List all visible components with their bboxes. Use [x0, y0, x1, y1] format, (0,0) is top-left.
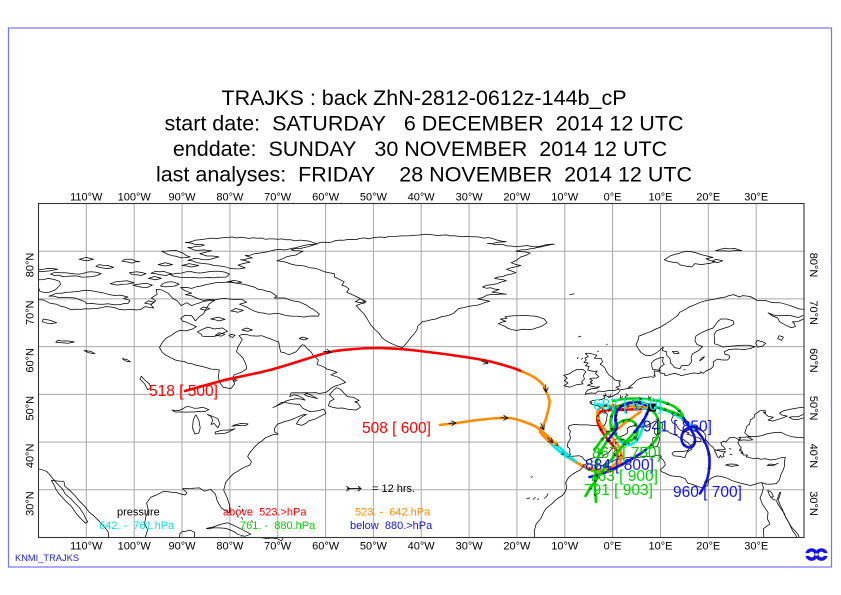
svg-text:30°W: 30°W: [456, 191, 484, 203]
svg-text:pressure: pressure: [117, 507, 160, 519]
svg-text:70°W: 70°W: [264, 541, 292, 553]
svg-text:TRAJKS : back ZhN-2812-0612z-1: TRAJKS : back ZhN-2812-0612z-144b_cP: [221, 86, 626, 110]
svg-text:50°N: 50°N: [807, 396, 819, 421]
svg-text:10°E: 10°E: [649, 541, 673, 553]
svg-text:687 [ 650]: 687 [ 650]: [593, 397, 662, 414]
svg-text:enddate: SUNDAY 30 NOVEMBER: enddate: SUNDAY 30 NOVEMBER 2014 12 UTC: [173, 137, 667, 161]
svg-text:763 [ 900]: 763 [ 900]: [589, 468, 658, 485]
svg-text:60°N: 60°N: [25, 348, 37, 373]
svg-text:20°E: 20°E: [696, 541, 720, 553]
svg-text:0°E: 0°E: [604, 541, 622, 553]
svg-text:90°W: 90°W: [168, 541, 196, 553]
svg-text:30°W: 30°W: [456, 541, 484, 553]
svg-text:50°W: 50°W: [360, 191, 388, 203]
svg-text:80°W: 80°W: [216, 541, 244, 553]
svg-text:above 523.>hPa: above 523.>hPa: [223, 507, 307, 519]
svg-text:884 [ 800]: 884 [ 800]: [585, 457, 654, 474]
svg-text:791 [ 903]: 791 [ 903]: [584, 482, 653, 499]
svg-text:40°W: 40°W: [408, 541, 436, 553]
svg-text:below 880.>hPa: below 880.>hPa: [350, 520, 433, 532]
svg-text:30°N: 30°N: [807, 491, 819, 516]
svg-text:70°N: 70°N: [25, 300, 37, 325]
svg-text:100°W: 100°W: [118, 191, 152, 203]
svg-text:60°N: 60°N: [807, 348, 819, 373]
svg-text:761. - 880.hPa: 761. - 880.hPa: [240, 520, 316, 532]
svg-text:40°N: 40°N: [807, 444, 819, 469]
svg-text:960 [ 700]: 960 [ 700]: [673, 484, 742, 501]
svg-text:518 [ 500]: 518 [ 500]: [149, 383, 218, 400]
svg-text:start date: SATURDAY 6 DECE: start date: SATURDAY 6 DECEMBER 2014 12 …: [165, 112, 684, 136]
svg-text:= 12 hrs.: = 12 hrs.: [372, 483, 415, 495]
svg-text:10°W: 10°W: [551, 191, 579, 203]
svg-text:80°N: 80°N: [807, 253, 819, 278]
svg-text:40°W: 40°W: [408, 191, 436, 203]
svg-text:30°N: 30°N: [25, 491, 37, 516]
svg-text:642. - 761.hPa: 642. - 761.hPa: [99, 520, 175, 532]
svg-text:30°E: 30°E: [744, 541, 768, 553]
svg-text:867 [ 750]: 867 [ 750]: [592, 445, 661, 462]
svg-text:100°W: 100°W: [118, 541, 152, 553]
svg-text:110°W: 110°W: [70, 541, 103, 553]
svg-text:90°W: 90°W: [168, 191, 196, 203]
svg-text:10°E: 10°E: [649, 191, 673, 203]
svg-text:last analyses: FRIDAY 28 N: last analyses: FRIDAY 28 NOVEMBER 2014 1…: [156, 163, 692, 187]
svg-text:60°W: 60°W: [312, 541, 340, 553]
svg-text:70°N: 70°N: [807, 300, 819, 325]
svg-text:70°W: 70°W: [264, 191, 292, 203]
svg-text:0°E: 0°E: [604, 191, 622, 203]
svg-text:80°W: 80°W: [216, 191, 244, 203]
svg-text:523. - 642.hPa: 523. - 642.hPa: [355, 507, 431, 519]
svg-text:50°W: 50°W: [360, 541, 388, 553]
svg-text:941 [ 850]: 941 [ 850]: [643, 419, 712, 436]
svg-text:508 [ 600]: 508 [ 600]: [362, 420, 431, 437]
svg-text:40°N: 40°N: [25, 444, 37, 469]
svg-text:20°W: 20°W: [503, 191, 531, 203]
svg-text:30°E: 30°E: [744, 191, 768, 203]
svg-text:50°N: 50°N: [25, 396, 37, 421]
svg-text:110°W: 110°W: [70, 191, 103, 203]
svg-text:KNMI_TRAJKS: KNMI_TRAJKS: [15, 553, 79, 563]
svg-text:60°W: 60°W: [312, 191, 340, 203]
svg-text:10°W: 10°W: [551, 541, 579, 553]
svg-text:80°N: 80°N: [25, 253, 37, 278]
svg-text:20°E: 20°E: [696, 191, 720, 203]
svg-text:20°W: 20°W: [503, 541, 531, 553]
